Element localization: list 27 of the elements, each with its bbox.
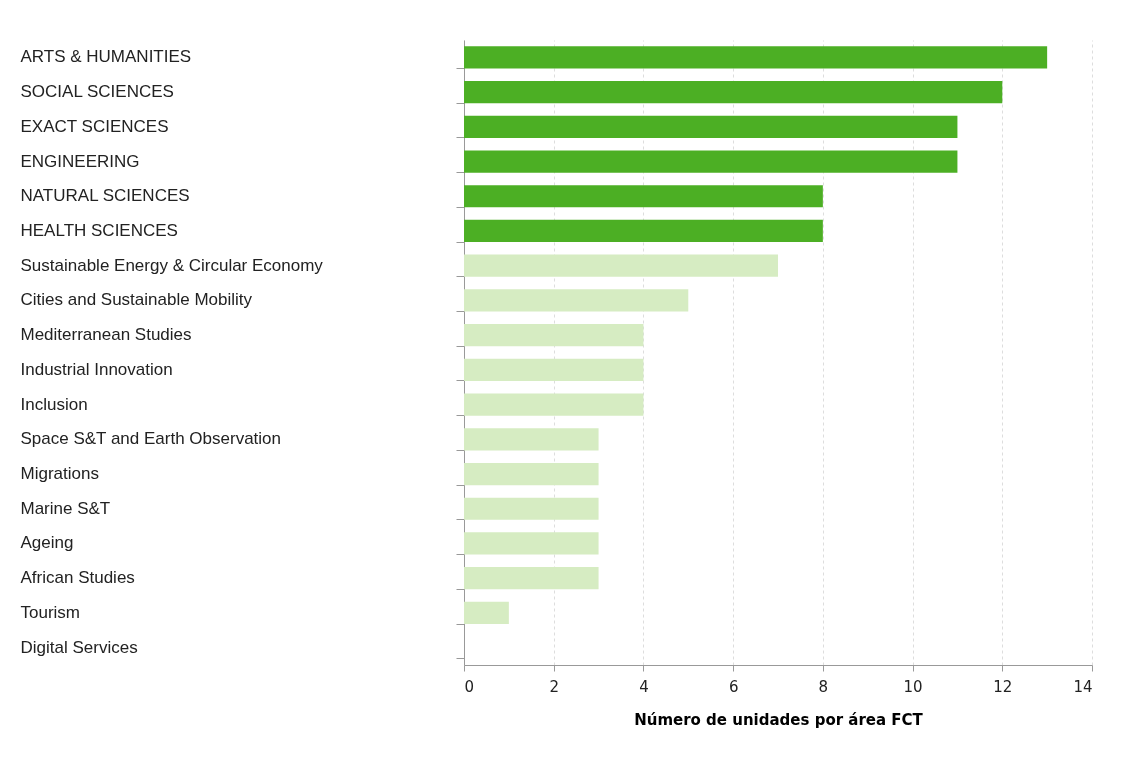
y-tick-label: HEALTH SCIENCES xyxy=(20,220,178,240)
x-tick-label: 2 xyxy=(549,677,559,696)
y-tick-label: Migrations xyxy=(20,464,99,484)
y-tick-label: Space S&T and Earth Observation xyxy=(20,429,282,449)
y-tick-label: EXACT SCIENCES xyxy=(20,116,169,136)
x-tick-label: 10 xyxy=(903,677,923,696)
y-tick-label: Cities and Sustainable Mobility xyxy=(20,290,253,310)
y-tick-label: Industrial Innovation xyxy=(20,359,173,379)
x-tick-label: 4 xyxy=(639,677,649,696)
y-tick-label: African Studies xyxy=(20,568,135,588)
y-tick-label: Mediterranean Studies xyxy=(20,325,192,345)
x-axis-title: Número de unidades por área FCT xyxy=(634,710,924,729)
y-tick-label: NATURAL SCIENCES xyxy=(20,186,190,206)
y-tick-label: Digital Services xyxy=(20,637,138,657)
y-tick-label: ARTS & HUMANITIES xyxy=(20,47,192,67)
x-tick-label: 8 xyxy=(818,677,829,696)
y-tick-label: Ageing xyxy=(20,533,74,553)
y-tick-label: Inclusion xyxy=(20,394,88,414)
x-tick-label: 14 xyxy=(1073,677,1093,696)
x-tick-label: 12 xyxy=(993,677,1013,696)
x-tick-label: 0 xyxy=(464,677,475,696)
y-tick-label: Tourism xyxy=(20,602,81,622)
y-tick-label: Marine S&T xyxy=(20,498,111,518)
y-tick-label: SOCIAL SCIENCES xyxy=(20,82,174,102)
y-tick-label: Sustainable Energy & Circular Economy xyxy=(20,255,324,275)
y-tick-label: ENGINEERING xyxy=(20,151,140,171)
x-tick-label: 6 xyxy=(728,677,739,696)
